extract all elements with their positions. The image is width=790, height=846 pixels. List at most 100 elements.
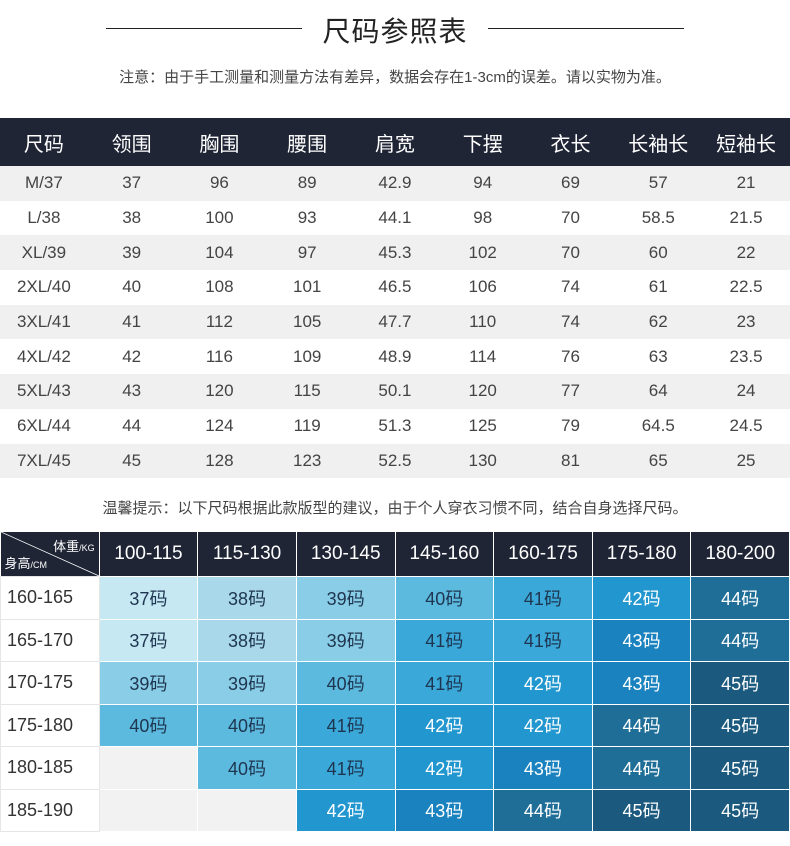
size-value-cell: 110 [438, 304, 527, 340]
title-divider-left [106, 28, 302, 29]
size-value-cell: 44.1 [351, 200, 439, 236]
recommended-size-cell: 41码 [493, 618, 593, 662]
size-row: 4XL/42 42 116 109 48.9 114 76 63 23.5 [0, 339, 790, 375]
recommended-size-cell: 45码 [591, 788, 692, 832]
size-value-cell: 41 [87, 304, 176, 340]
recommended-size-cell: 44码 [493, 788, 593, 832]
size-value-cell: 69 [526, 166, 615, 201]
size-value-cell: 76 [526, 339, 615, 375]
recommended-size-cell: 40码 [394, 576, 495, 620]
size-header-cell: 腰围 [263, 118, 352, 166]
weight-range-header: 100-115 [99, 532, 199, 577]
size-value-cell: 128 [175, 443, 264, 479]
size-value-cell: 120 [438, 374, 527, 409]
recommended-size-cell: 42码 [295, 788, 396, 832]
height-range-cell: 160-165 [0, 576, 100, 620]
corner-diagonal [0, 532, 99, 576]
size-value-cell: 104 [175, 235, 264, 271]
size-value-cell: 51.3 [351, 408, 439, 444]
recommended-size-cell: 43码 [591, 661, 692, 705]
size-value-cell: 24.5 [702, 408, 790, 444]
recommended-size-cell: 40码 [295, 661, 396, 705]
size-value-cell: 115 [263, 374, 352, 409]
recommended-size-cell: 44码 [690, 576, 790, 620]
size-value-cell: 39 [87, 235, 176, 271]
weight-unit: /KG [79, 543, 95, 553]
fit-row: 180-185 40码 41码 42码 43码 44码 45码 [0, 746, 790, 790]
size-value-cell: 109 [263, 339, 352, 375]
size-value-cell: 23 [702, 304, 790, 340]
size-value-cell: 94 [438, 166, 527, 201]
size-value-cell: 52.5 [351, 443, 439, 479]
fit-row: 165-170 37码 38码 39码 41码 41码 43码 44码 [0, 618, 790, 662]
size-label-cell: L/38 [0, 200, 88, 236]
recommended-size-cell: 40码 [98, 703, 199, 747]
recommended-size-cell: 42码 [394, 703, 495, 747]
size-value-cell: 23.5 [702, 339, 790, 375]
size-row: M/37 37 96 89 42.9 94 69 57 21 [0, 166, 790, 201]
recommended-size-cell: 37码 [98, 618, 199, 662]
size-label-cell: 2XL/40 [0, 270, 88, 305]
height-range-cell: 165-170 [0, 618, 100, 662]
size-value-cell: 81 [526, 443, 615, 479]
size-label-cell: 6XL/44 [0, 408, 88, 444]
size-value-cell: 74 [526, 270, 615, 305]
recommended-size-cell: 43码 [394, 788, 495, 832]
fit-row: 175-180 40码 40码 41码 42码 42码 44码 45码 [0, 703, 790, 747]
size-value-cell: 22 [702, 235, 790, 271]
empty-cell [98, 746, 199, 790]
recommended-size-cell: 45码 [690, 746, 790, 790]
corner-height-label: 身高/CM [5, 553, 48, 572]
size-value-cell: 63 [614, 339, 703, 375]
size-value-cell: 57 [614, 166, 703, 201]
size-value-cell: 123 [263, 443, 352, 479]
size-value-cell: 24 [702, 374, 790, 409]
size-value-cell: 37 [87, 166, 176, 201]
recommended-size-cell: 39码 [98, 661, 199, 705]
size-value-cell: 25 [702, 443, 790, 479]
size-label-cell: M/37 [0, 166, 88, 201]
size-value-cell: 112 [175, 304, 264, 340]
fit-row: 185-190 42码 43码 44码 45码 45码 [0, 788, 790, 832]
size-label-cell: 4XL/42 [0, 339, 88, 375]
fit-row: 170-175 39码 39码 40码 41码 42码 43码 45码 [0, 661, 790, 705]
height-range-cell: 170-175 [0, 661, 100, 705]
size-header-cell: 短袖长 [702, 118, 790, 166]
size-value-cell: 62 [614, 304, 703, 340]
recommended-size-cell: 41码 [493, 576, 593, 620]
size-value-cell: 124 [175, 408, 264, 444]
size-value-cell: 21 [702, 166, 790, 201]
recommended-size-cell: 45码 [690, 703, 790, 747]
size-value-cell: 65 [614, 443, 703, 479]
size-value-cell: 64 [614, 374, 703, 409]
empty-cell [98, 788, 199, 832]
weight-range-header: 130-145 [296, 532, 396, 577]
size-value-cell: 130 [438, 443, 527, 479]
size-value-cell: 50.1 [351, 374, 439, 409]
size-value-cell: 38 [87, 200, 176, 236]
size-value-cell: 120 [175, 374, 264, 409]
size-value-cell: 89 [263, 166, 352, 201]
recommended-size-cell: 45码 [690, 788, 790, 832]
size-header-cell: 下摆 [438, 118, 527, 166]
size-value-cell: 77 [526, 374, 615, 409]
size-value-cell: 21.5 [702, 200, 790, 236]
title-row: 尺码参照表 [0, 10, 790, 47]
size-value-cell: 116 [175, 339, 264, 375]
recommended-size-cell: 41码 [295, 703, 396, 747]
size-value-cell: 74 [526, 304, 615, 340]
recommended-size-cell: 41码 [394, 618, 495, 662]
recommended-size-cell: 41码 [394, 661, 495, 705]
size-value-cell: 45 [87, 443, 176, 479]
recommended-size-cell: 37码 [98, 576, 199, 620]
size-label-cell: XL/39 [0, 235, 88, 271]
size-label-cell: 7XL/45 [0, 443, 88, 479]
size-chart-header: 尺码 领围 胸围 腰围 肩宽 下摆 衣长 长袖长 短袖长 [0, 118, 790, 166]
size-row: XL/39 39 104 97 45.3 102 70 60 22 [0, 235, 790, 271]
size-value-cell: 114 [438, 339, 527, 375]
recommended-size-cell: 44码 [690, 618, 790, 662]
corner-header: 体重/KG 身高/CM [0, 532, 100, 577]
recommended-size-cell: 39码 [197, 661, 297, 705]
size-value-cell: 70 [526, 235, 615, 271]
size-chart-body: M/37 37 96 89 42.9 94 69 57 21 L/38 38 100 93 44.1 98 7… [0, 166, 790, 479]
